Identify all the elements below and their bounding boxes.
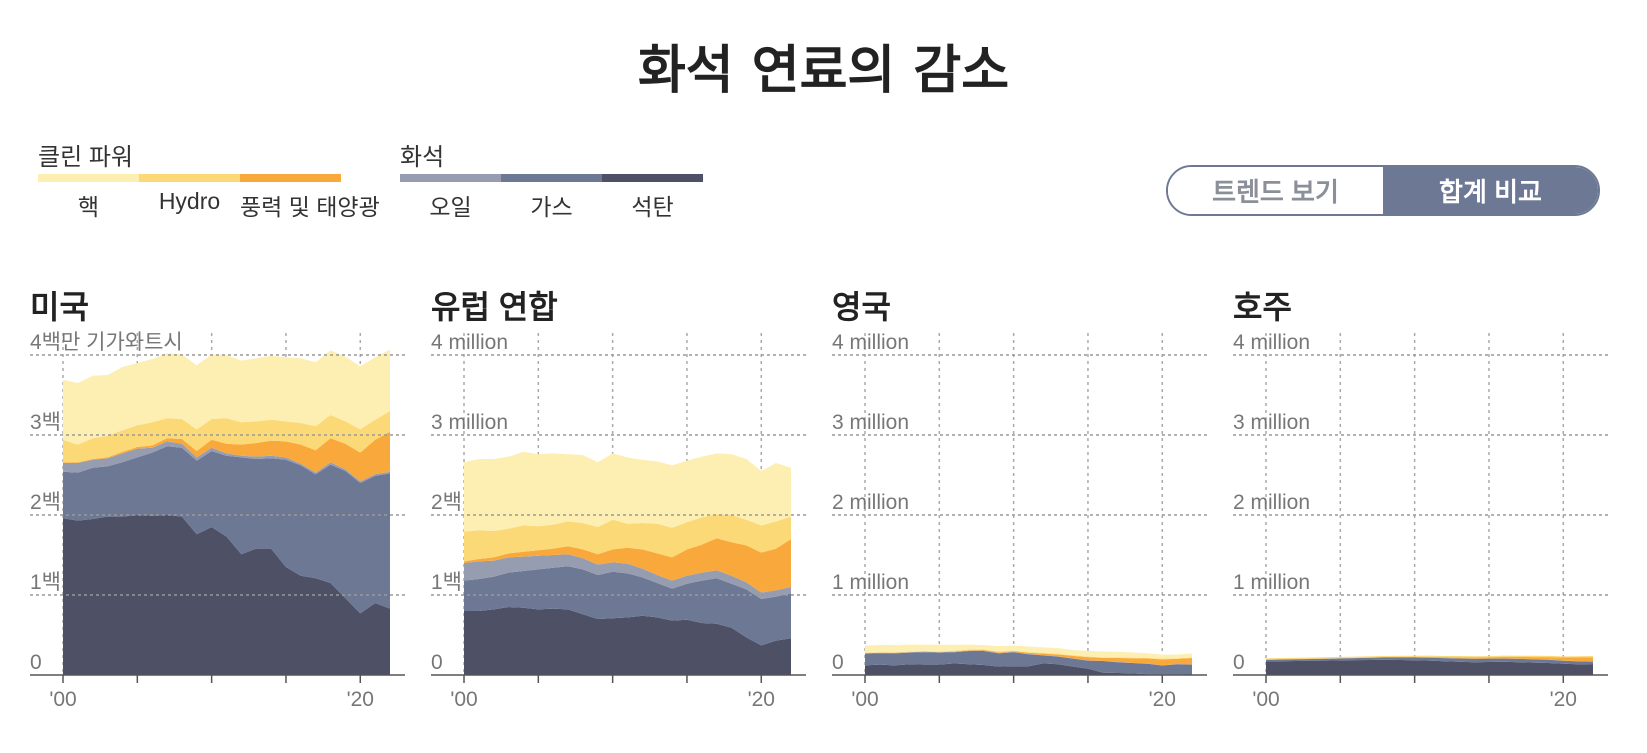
y-tick-label: 1백 — [30, 571, 61, 594]
area-핵 — [865, 644, 1192, 659]
area-풍력 및 태양광 — [464, 538, 791, 593]
y-tick-label: 2 million — [1233, 491, 1310, 514]
area-Hydro — [464, 514, 791, 562]
chart-svg: 4 million 3 million 2 million 1 million 0 '00… — [832, 331, 1207, 711]
x-tick-label: '00 — [49, 688, 76, 711]
y-tick-label: 1 million — [832, 571, 909, 594]
legend-fossil: 화석 오일 가스 석탄 — [400, 142, 703, 222]
total-compare-button[interactable]: 합계 비교 — [1383, 167, 1598, 214]
y-tick-label: 0 — [30, 651, 42, 674]
y-tick-label: 3 million — [832, 411, 909, 434]
panel-title: 미국 — [30, 289, 89, 325]
x-tick-label: '00 — [1252, 688, 1279, 711]
y-tick-label: 0 — [431, 651, 443, 674]
y-tick-label: 3 million — [431, 411, 508, 434]
area-풍력 및 태양광 — [865, 650, 1192, 666]
area-핵 — [464, 451, 791, 532]
legend-label-coal: 석탄 — [631, 194, 674, 220]
x-tick-label: '00 — [851, 688, 878, 711]
y-tick-label: 2백 — [30, 491, 61, 514]
y-tick-label: 2백 — [431, 491, 462, 514]
trend-view-button[interactable]: 트렌드 보기 — [1168, 167, 1383, 214]
legend-labels-fossil: 오일 가스 석탄 — [400, 188, 703, 222]
chart-svg: 4 million 3 million 2 million 1 million 0 '00… — [1233, 331, 1608, 711]
panel-title: 호주 — [1233, 289, 1292, 325]
y-tick-label: 0 — [1233, 651, 1245, 674]
legend-swatch-gas — [501, 174, 602, 182]
x-tick-label: '20 — [1149, 688, 1176, 711]
area-핵 — [63, 349, 390, 445]
legend-swatch-coal — [602, 174, 703, 182]
area-Hydro — [1266, 655, 1593, 660]
legend-bar-fossil — [400, 174, 703, 182]
legend-group-title: 클린 파워 — [38, 144, 133, 171]
chart-svg: 4백만 기가와트시 3백 2백 1백 0 '00 '20 — [30, 331, 405, 711]
legend-swatch-wind-solar — [240, 174, 341, 182]
legend-label-hydro: Hydro — [158, 188, 221, 214]
area-풍력 및 태양광 — [1266, 656, 1593, 662]
chart-panel-eu: 유럽 연합 4 million 3 million 2백 1백 0 '00 '20 — [431, 270, 821, 753]
legend-label-oil: 오일 — [429, 194, 472, 220]
area-석탄 — [1266, 659, 1593, 675]
x-tick-label: '20 — [748, 688, 775, 711]
legend-group-title: 화석 — [400, 144, 445, 171]
area-석탄 — [464, 607, 791, 675]
y-tick-label: 4백만 기가와트시 — [30, 331, 183, 354]
panel-title: 유럽 연합 — [431, 289, 558, 325]
x-tick-label: '00 — [450, 688, 477, 711]
area-가스 — [63, 446, 390, 614]
legend-label-gas: 가스 — [530, 194, 573, 220]
area-가스 — [1266, 657, 1593, 665]
area-오일 — [63, 441, 390, 483]
legend-label-nuclear: 핵 — [77, 194, 100, 220]
legend-bar-clean — [38, 174, 341, 182]
y-tick-label: 1 million — [1233, 571, 1310, 594]
y-tick-label: 3 million — [1233, 411, 1310, 434]
x-tick-label: '20 — [347, 688, 374, 711]
area-석탄 — [63, 515, 390, 675]
chart-title: 화석 연료의 감소 — [637, 40, 1010, 101]
legend-swatch-hydro — [139, 174, 240, 182]
y-tick-label: 0 — [832, 651, 844, 674]
panel-title: 영국 — [832, 289, 891, 325]
y-tick-label: 3백 — [30, 411, 61, 434]
area-가스 — [464, 566, 791, 646]
chart-panel-au: 호주 4 million 3 million 2 million 1 million 0… — [1233, 270, 1623, 753]
y-tick-label: 4 million — [832, 331, 909, 354]
area-가스 — [865, 651, 1192, 675]
area-오일 — [464, 554, 791, 599]
legend-swatch-oil — [400, 174, 501, 182]
y-tick-label: 1백 — [431, 571, 462, 594]
chart-svg: 4 million 3 million 2백 1백 0 '00 '20 — [431, 331, 806, 711]
chart-panel-uk: 영국 4 million 3 million 2 million 1 million 0… — [832, 270, 1222, 753]
y-tick-label: 4 million — [431, 331, 508, 354]
legend-clean-power: 클린 파워 핵 Hydro 풍력 및 태양광 — [38, 142, 380, 222]
chart-panel-us: 미국 4백만 기가와트시 3백 2백 1백 0 '00 '20 — [30, 270, 420, 753]
legend-labels-clean: 핵 Hydro 풍력 및 태양광 — [38, 188, 380, 222]
legend-swatch-nuclear — [38, 174, 139, 182]
area-석탄 — [865, 663, 1192, 675]
view-toggle: 트렌드 보기 합계 비교 — [1166, 165, 1600, 216]
x-tick-label: '20 — [1550, 688, 1577, 711]
y-tick-label: 2 million — [832, 491, 909, 514]
area-풍력 및 태양광 — [63, 431, 390, 482]
legend-label-wind-solar: 풍력 및 태양광 — [240, 194, 380, 220]
y-tick-label: 4 million — [1233, 331, 1310, 354]
